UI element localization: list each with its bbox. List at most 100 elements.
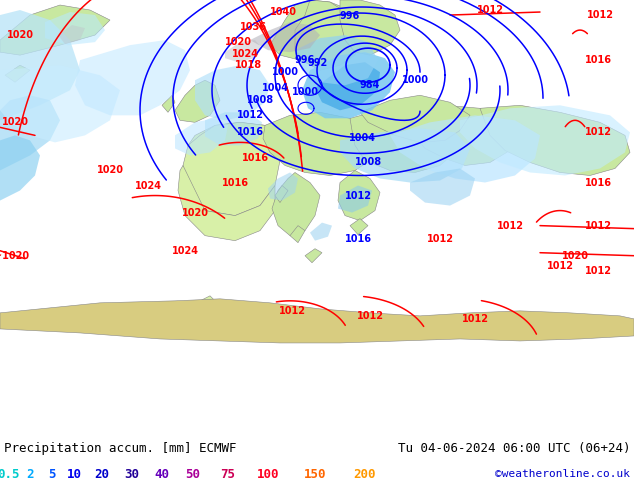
Text: 1040: 1040 xyxy=(269,7,297,17)
Polygon shape xyxy=(0,299,634,343)
Polygon shape xyxy=(178,166,275,241)
Text: 1004: 1004 xyxy=(261,83,288,93)
Polygon shape xyxy=(350,219,368,235)
Text: 1020: 1020 xyxy=(224,37,252,47)
Text: 1012: 1012 xyxy=(278,306,306,316)
Text: 1012: 1012 xyxy=(585,220,612,231)
Text: ~1020: ~1020 xyxy=(0,251,30,261)
Polygon shape xyxy=(0,5,110,55)
Polygon shape xyxy=(275,186,288,202)
Polygon shape xyxy=(390,115,540,182)
Text: 1012: 1012 xyxy=(236,110,264,121)
Text: 10: 10 xyxy=(67,467,82,481)
Text: 0.5: 0.5 xyxy=(0,467,19,481)
Text: 1012: 1012 xyxy=(356,311,384,321)
Text: 1016: 1016 xyxy=(585,177,612,188)
Text: 100: 100 xyxy=(257,467,279,481)
Text: 1036: 1036 xyxy=(240,22,266,32)
Text: 20: 20 xyxy=(94,467,110,481)
Text: Tu 04-06-2024 06:00 UTC (06+24): Tu 04-06-2024 06:00 UTC (06+24) xyxy=(398,441,630,455)
Polygon shape xyxy=(305,249,322,263)
Polygon shape xyxy=(0,95,60,171)
Polygon shape xyxy=(340,128,470,182)
Text: 1012: 1012 xyxy=(462,314,489,324)
Text: 1012: 1012 xyxy=(586,10,614,20)
Text: 1016: 1016 xyxy=(221,177,249,188)
Polygon shape xyxy=(188,122,280,196)
Polygon shape xyxy=(263,112,375,175)
Polygon shape xyxy=(480,105,630,175)
Polygon shape xyxy=(315,62,380,110)
Text: 1008: 1008 xyxy=(247,95,273,105)
Polygon shape xyxy=(75,40,190,115)
Text: 1012: 1012 xyxy=(427,234,453,244)
Text: 1004: 1004 xyxy=(349,133,375,144)
Polygon shape xyxy=(410,105,520,166)
Polygon shape xyxy=(338,171,380,220)
Text: 1020: 1020 xyxy=(1,117,29,127)
Text: 1008: 1008 xyxy=(354,157,382,168)
Polygon shape xyxy=(250,22,320,52)
Text: 1012: 1012 xyxy=(585,127,612,137)
Polygon shape xyxy=(175,118,228,155)
Polygon shape xyxy=(0,65,120,143)
Text: 75: 75 xyxy=(221,467,235,481)
Text: 1024: 1024 xyxy=(231,49,259,59)
Text: 150: 150 xyxy=(304,467,327,481)
Polygon shape xyxy=(272,172,320,236)
Text: 30: 30 xyxy=(124,467,139,481)
Text: 200: 200 xyxy=(354,467,376,481)
Polygon shape xyxy=(295,35,378,85)
Text: 992: 992 xyxy=(308,58,328,68)
Text: 1000: 1000 xyxy=(292,87,318,97)
Polygon shape xyxy=(350,110,460,172)
Text: 1000: 1000 xyxy=(401,75,429,85)
Polygon shape xyxy=(5,65,30,82)
Text: 1016: 1016 xyxy=(344,234,372,244)
Polygon shape xyxy=(205,112,262,146)
Text: 1016: 1016 xyxy=(236,127,264,137)
Polygon shape xyxy=(175,80,220,122)
Polygon shape xyxy=(460,105,630,175)
Text: 2: 2 xyxy=(26,467,34,481)
Text: 1020: 1020 xyxy=(562,251,588,261)
Text: Precipitation accum. [mm] ECMWF: Precipitation accum. [mm] ECMWF xyxy=(4,441,236,455)
Polygon shape xyxy=(268,172,298,200)
Polygon shape xyxy=(360,95,470,143)
Text: 996: 996 xyxy=(340,11,360,21)
Polygon shape xyxy=(183,122,280,216)
Text: 1000: 1000 xyxy=(271,67,299,77)
Text: 1012: 1012 xyxy=(344,191,372,200)
Polygon shape xyxy=(302,52,395,118)
Text: 1016: 1016 xyxy=(242,153,269,164)
Polygon shape xyxy=(0,10,80,121)
Text: 50: 50 xyxy=(186,467,200,481)
Text: 1024: 1024 xyxy=(134,180,162,191)
Polygon shape xyxy=(162,95,175,112)
Text: 996: 996 xyxy=(295,55,315,65)
Polygon shape xyxy=(290,225,305,243)
Text: 1016: 1016 xyxy=(585,55,612,65)
Text: 1020: 1020 xyxy=(96,166,124,175)
Polygon shape xyxy=(295,0,360,70)
Text: 40: 40 xyxy=(155,467,169,481)
Text: ©weatheronline.co.uk: ©weatheronline.co.uk xyxy=(495,469,630,479)
Text: 1012: 1012 xyxy=(477,5,503,15)
Polygon shape xyxy=(220,301,232,311)
Text: 1018: 1018 xyxy=(235,60,262,70)
Polygon shape xyxy=(58,25,85,44)
Polygon shape xyxy=(200,296,215,306)
Polygon shape xyxy=(225,40,262,62)
Text: 5: 5 xyxy=(48,467,56,481)
Polygon shape xyxy=(338,186,372,213)
Text: 1020: 1020 xyxy=(181,208,209,218)
Polygon shape xyxy=(45,12,105,45)
Text: 984: 984 xyxy=(360,80,380,90)
Text: 1020: 1020 xyxy=(6,30,34,40)
Text: 1012: 1012 xyxy=(496,220,524,231)
Polygon shape xyxy=(195,65,270,121)
Polygon shape xyxy=(270,0,360,60)
Polygon shape xyxy=(410,169,475,206)
Text: 1024: 1024 xyxy=(172,245,198,256)
Polygon shape xyxy=(0,135,40,200)
